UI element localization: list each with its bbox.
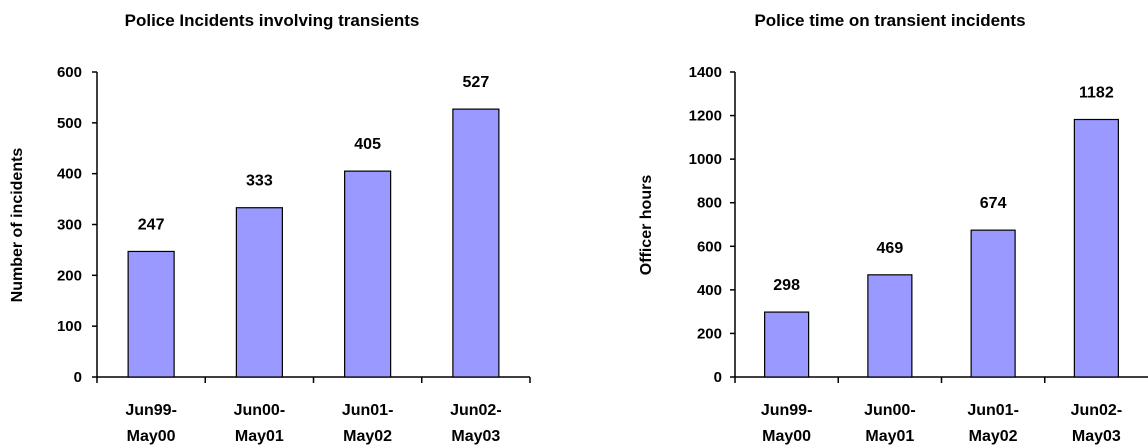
x-tick-label: Jun01- [967, 402, 1019, 419]
bar [764, 311, 810, 378]
bar [127, 250, 175, 378]
data-label: 1182 [1079, 84, 1114, 101]
plot-area: 0 100 200 300 400 500 600 247 Jun99- May00 333 Jun0… [57, 64, 531, 445]
x-tick-label: May02 [343, 428, 392, 445]
chart-title: Police Incidents involving transients [125, 11, 420, 30]
x-tick-label: Jun01- [342, 402, 394, 419]
x-tick-label: May03 [451, 428, 500, 445]
data-label: 674 [980, 195, 1007, 212]
y-tick-label: 1400 [689, 64, 722, 81]
y-tick-label: 500 [57, 115, 82, 132]
y-tick-label: 0 [714, 369, 722, 386]
x-tick-label: May00 [127, 428, 176, 445]
x-tick-label: May01 [865, 428, 914, 445]
x-tick-label: May02 [969, 428, 1018, 445]
y-tick-label: 800 [697, 195, 722, 212]
y-tick-label: 600 [697, 238, 722, 255]
y-tick-label: 0 [74, 369, 82, 386]
data-label: 469 [877, 240, 904, 257]
bar [970, 229, 1016, 378]
x-tick-label: Jun00- [234, 402, 286, 419]
bar [1073, 118, 1119, 378]
data-label: 333 [246, 173, 273, 190]
y-tick-label: 200 [57, 267, 82, 284]
y-tick-label: 600 [57, 64, 82, 81]
x-tick-label: Jun02- [450, 402, 502, 419]
y-tick-label: 100 [57, 318, 82, 335]
data-label: 247 [138, 216, 165, 233]
bar [867, 274, 913, 378]
chart-incidents: Police Incidents involving transients Nu… [9, 11, 531, 445]
y-tick-label: 1200 [689, 108, 722, 125]
x-tick-label: Jun02- [1071, 402, 1123, 419]
data-label: 298 [773, 277, 800, 294]
x-tick-label: Jun00- [864, 402, 916, 419]
y-tick-label: 1000 [689, 151, 722, 168]
x-tick-label: Jun99- [761, 402, 813, 419]
data-label: 527 [463, 74, 490, 91]
y-tick-label: 200 [697, 325, 722, 342]
plot-area: 0 200 400 600 800 1000 1200 1400 298 Jun99- May00 4… [689, 64, 1148, 445]
data-label: 405 [354, 136, 381, 153]
bar [235, 207, 283, 378]
x-tick-label: May01 [235, 428, 284, 445]
chart-title: Police time on transient incidents [754, 11, 1025, 30]
bar [344, 170, 392, 378]
y-tick-label: 300 [57, 217, 82, 234]
x-tick-label: May00 [762, 428, 811, 445]
chart-officer-hours: Police time on transient incidents Offic… [638, 11, 1148, 445]
x-tick-label: Jun99- [125, 402, 177, 419]
bar [452, 108, 500, 378]
y-tick-label: 400 [57, 166, 82, 183]
y-axis-label: Number of incidents [9, 148, 26, 303]
y-tick-label: 400 [697, 282, 722, 299]
x-tick-label: May03 [1072, 428, 1121, 445]
y-axis-label: Officer hours [638, 175, 655, 276]
